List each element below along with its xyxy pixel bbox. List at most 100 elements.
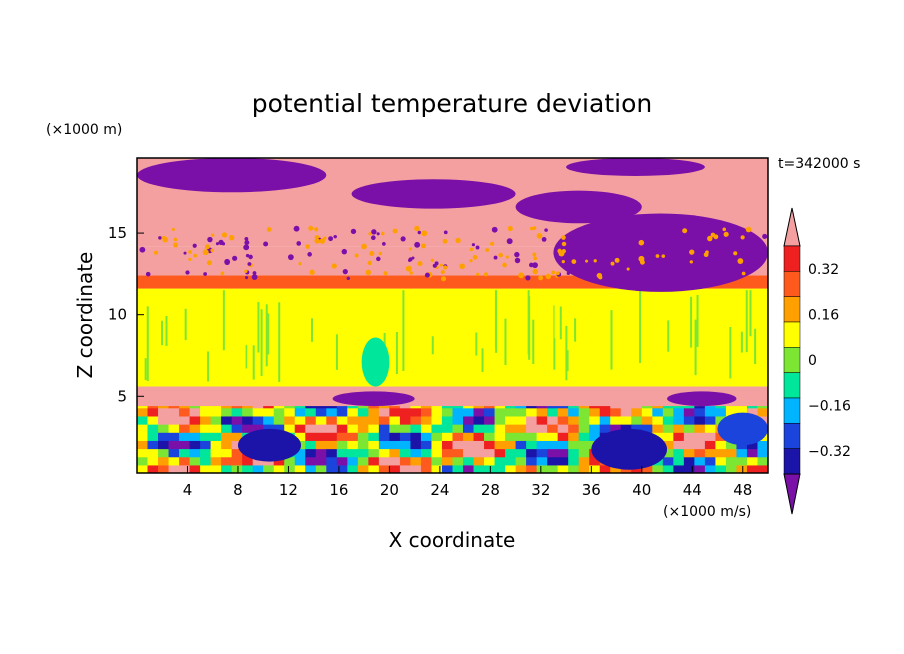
field-cell (578, 432, 590, 441)
field-cell (221, 448, 233, 458)
field-speckle (518, 272, 524, 279)
field-cell (305, 440, 317, 450)
field-cell (568, 440, 580, 450)
field-speckle (440, 269, 445, 275)
field-speckle (756, 257, 760, 262)
field-cell (210, 448, 222, 458)
field-cell (515, 415, 527, 425)
colorbar: 0.32 0.16 0 −0.16 −0.32 (783, 207, 851, 515)
field-cell (620, 415, 632, 425)
field-cell (557, 448, 569, 458)
x-tick-label: 16 (329, 481, 348, 499)
colorbar-segment (783, 245, 801, 272)
field-streak (690, 296, 693, 348)
field-cell (221, 415, 233, 425)
cool-plume (361, 337, 390, 387)
field-speckle (162, 236, 169, 243)
field-speckle (631, 253, 637, 259)
field-cell (641, 424, 653, 433)
field-cell (431, 456, 443, 466)
field-cell (568, 456, 580, 466)
field-cell (179, 440, 191, 450)
field-cell (715, 407, 727, 417)
field-speckle (475, 245, 480, 250)
field-speckle (628, 274, 634, 280)
field-cell (431, 432, 443, 441)
field-cell (168, 464, 180, 473)
field-cell (547, 432, 559, 441)
field-cell (410, 448, 422, 458)
field-speckle (722, 227, 727, 232)
field-streak (245, 344, 248, 369)
field-speckle (737, 258, 744, 264)
field-cell (683, 464, 695, 473)
field-cell (673, 432, 685, 441)
field-cell (725, 407, 738, 417)
cold-patch (515, 190, 642, 224)
field-cell (368, 432, 380, 441)
field-speckle (440, 276, 447, 282)
field-streak (606, 290, 609, 340)
field-cell (420, 432, 433, 441)
field-streak (144, 358, 147, 381)
field-speckle (293, 225, 300, 232)
field-cell (694, 407, 706, 417)
field-speckle (455, 237, 461, 244)
field-speckle (145, 271, 151, 277)
x-unit-label: (×1000 m/s) (663, 504, 751, 520)
field-cell (694, 448, 706, 458)
field-cell (137, 407, 149, 417)
field-cell (137, 424, 149, 433)
field-cell (715, 456, 727, 466)
field-speckle (744, 237, 751, 244)
field-speckle (371, 229, 377, 235)
field-cell (263, 464, 275, 473)
field-cell (336, 407, 348, 417)
field-cell (704, 424, 717, 433)
field-cell (326, 432, 338, 441)
field-cell (431, 415, 443, 425)
field-streak (475, 332, 478, 356)
field-cell (368, 456, 380, 466)
field-cell (641, 464, 653, 473)
field-streak (431, 336, 434, 355)
field-cell (368, 407, 380, 417)
field-speckle (392, 228, 398, 234)
field-cell (683, 432, 695, 441)
field-cell (652, 464, 664, 473)
field-cell (378, 440, 390, 450)
field-cell (294, 432, 306, 441)
field-cell (168, 415, 180, 425)
field-cell (568, 464, 580, 473)
field-cell (641, 407, 653, 417)
field-cell (557, 424, 569, 433)
field-cell (746, 456, 759, 466)
field-speckle (400, 236, 406, 242)
field-cell (431, 407, 443, 417)
field-cell (515, 440, 527, 450)
field-speckle (566, 271, 571, 275)
field-cell (210, 432, 222, 441)
field-cell (305, 464, 317, 473)
field-cell (221, 407, 233, 417)
field-cell (189, 440, 201, 450)
field-cell (536, 464, 548, 473)
field-speckle (581, 255, 585, 259)
field-cell (683, 424, 695, 433)
field-cell (399, 424, 412, 433)
field-cell (463, 415, 475, 425)
field-streak (265, 304, 268, 367)
field-cell (221, 424, 233, 433)
plot-frame (136, 157, 769, 474)
field-cell (620, 424, 632, 433)
field-speckle (545, 273, 552, 280)
field-cell (399, 432, 412, 441)
field-speckle (589, 241, 595, 248)
field-cell (158, 464, 170, 473)
field-cell (652, 424, 664, 433)
field-speckle (307, 252, 312, 257)
field-speckle (472, 254, 478, 260)
field-speckle (610, 261, 615, 266)
field-cell (536, 415, 548, 425)
field-speckle (420, 243, 426, 249)
